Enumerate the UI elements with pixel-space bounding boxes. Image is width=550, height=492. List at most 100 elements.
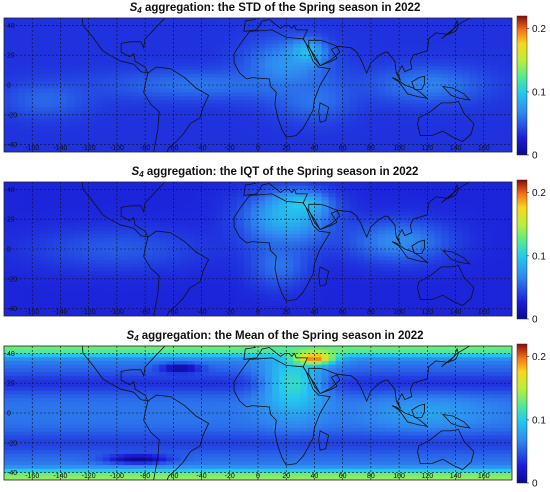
heatmap-cell: [307, 32, 316, 38]
heatmap-cell: [166, 148, 174, 152]
heatmap-cell: [39, 249, 47, 254]
heatmap-cell: [25, 256, 33, 261]
heatmap-cell: [60, 122, 69, 127]
heatmap-cell: [483, 182, 492, 187]
heatmap-cell: [109, 237, 118, 243]
heatmap-cell: [462, 29, 471, 34]
heatmap-cell: [53, 200, 62, 205]
heatmap-cell: [32, 40, 40, 45]
heatmap-cell: [74, 32, 83, 38]
heatmap-cell: [455, 144, 464, 149]
heatmap-cell: [328, 85, 337, 90]
heatmap-cell: [342, 234, 351, 239]
heatmap-cell: [236, 40, 245, 45]
heatmap-cell: [328, 77, 337, 82]
heatmap-cell: [236, 211, 245, 217]
heatmap-cell: [53, 133, 62, 138]
heatmap-cell: [222, 297, 231, 302]
heatmap-cell: [39, 125, 47, 131]
heatmap-cell: [123, 32, 132, 38]
heatmap-cell: [342, 256, 351, 261]
heatmap-cell: [286, 44, 294, 49]
heatmap-cell: [95, 25, 104, 30]
heatmap-cell: [102, 278, 111, 284]
heatmap-cell: [413, 222, 421, 228]
heatmap-cell: [145, 208, 153, 213]
heatmap-cell: [187, 55, 196, 60]
heatmap-cell: [462, 249, 471, 254]
heatmap-cell: [145, 122, 153, 127]
heatmap-cell: [229, 44, 238, 49]
heatmap-cell: [166, 193, 174, 198]
heatmap-cell: [152, 211, 160, 217]
heatmap-cell: [194, 196, 203, 202]
heatmap-cell: [370, 29, 379, 34]
heatmap-cell: [18, 21, 26, 27]
heatmap-cell: [11, 81, 19, 86]
heatmap-cell: [60, 252, 69, 258]
heatmap-cell: [67, 73, 76, 79]
heatmap-cell: [469, 96, 478, 101]
heatmap-cell: [173, 55, 181, 60]
heatmap-cell: [427, 18, 435, 23]
heatmap-cell: [201, 51, 210, 56]
heatmap-cell: [173, 148, 181, 152]
heatmap-cell: [469, 260, 478, 265]
heatmap-cell: [32, 271, 40, 276]
heatmap-cell: [497, 103, 506, 108]
heatmap-cell: [4, 148, 12, 152]
heatmap-cell: [370, 25, 379, 30]
heatmap-cell: [434, 289, 443, 295]
heatmap-cell: [392, 21, 400, 27]
panel-2: -160 -140 -120 -100 -80 -60 -40 -20 0 20 40 60 80 100…: [0, 164, 550, 328]
heatmap-cell: [392, 107, 400, 112]
heatmap-cell: [60, 58, 69, 64]
heatmap-cell: [194, 289, 203, 295]
heatmap-cell: [60, 32, 69, 38]
heatmap-cell: [328, 81, 337, 86]
heatmap-cell: [250, 99, 259, 105]
heatmap-cell: [194, 88, 203, 94]
heatmap-cell: [363, 29, 372, 34]
heatmap-cell: [116, 286, 125, 291]
heatmap-cell: [349, 278, 358, 284]
heatmap-cell: [441, 148, 450, 152]
heatmap-cell: [187, 32, 196, 38]
heatmap-cell: [286, 70, 294, 75]
heatmap-cell: [123, 29, 132, 34]
heatmap-cell: [420, 208, 428, 213]
heatmap-cell: [74, 219, 83, 224]
heatmap-cell: [300, 36, 308, 41]
heatmap-cell: [363, 44, 372, 49]
heatmap-cell: [95, 222, 104, 228]
heatmap-cell: [399, 260, 407, 265]
heatmap-cell: [349, 122, 358, 127]
heatmap-cell: [420, 122, 428, 127]
heatmap-cell: [11, 111, 19, 116]
heatmap-cell: [413, 204, 421, 209]
heatmap-cell: [293, 278, 301, 284]
heatmap-cell: [363, 271, 372, 276]
heatmap-cell: [243, 234, 252, 239]
heatmap-cell: [159, 185, 167, 191]
heatmap-cell: [279, 114, 287, 120]
heatmap-cell: [166, 286, 174, 291]
heatmap-cell: [490, 222, 499, 228]
heatmap-cell: [286, 289, 294, 295]
heatmap-cell: [455, 70, 464, 75]
heatmap-cell: [4, 36, 12, 41]
heatmap-cell: [399, 200, 407, 205]
heatmap-cell: [159, 252, 167, 258]
heatmap-cell: [434, 58, 443, 64]
heatmap-cell: [95, 103, 104, 108]
heatmap-cell: [377, 36, 386, 41]
heatmap-cell: [123, 148, 132, 152]
heatmap-cell: [138, 122, 146, 127]
heatmap-cell: [314, 148, 323, 152]
heatmap-cell: [187, 77, 196, 82]
heatmap-cell: [441, 137, 450, 142]
heatmap-cell: [279, 44, 287, 49]
heatmap-cell: [455, 208, 464, 213]
heatmap-cell: [53, 249, 62, 254]
heatmap-cell: [166, 103, 174, 108]
